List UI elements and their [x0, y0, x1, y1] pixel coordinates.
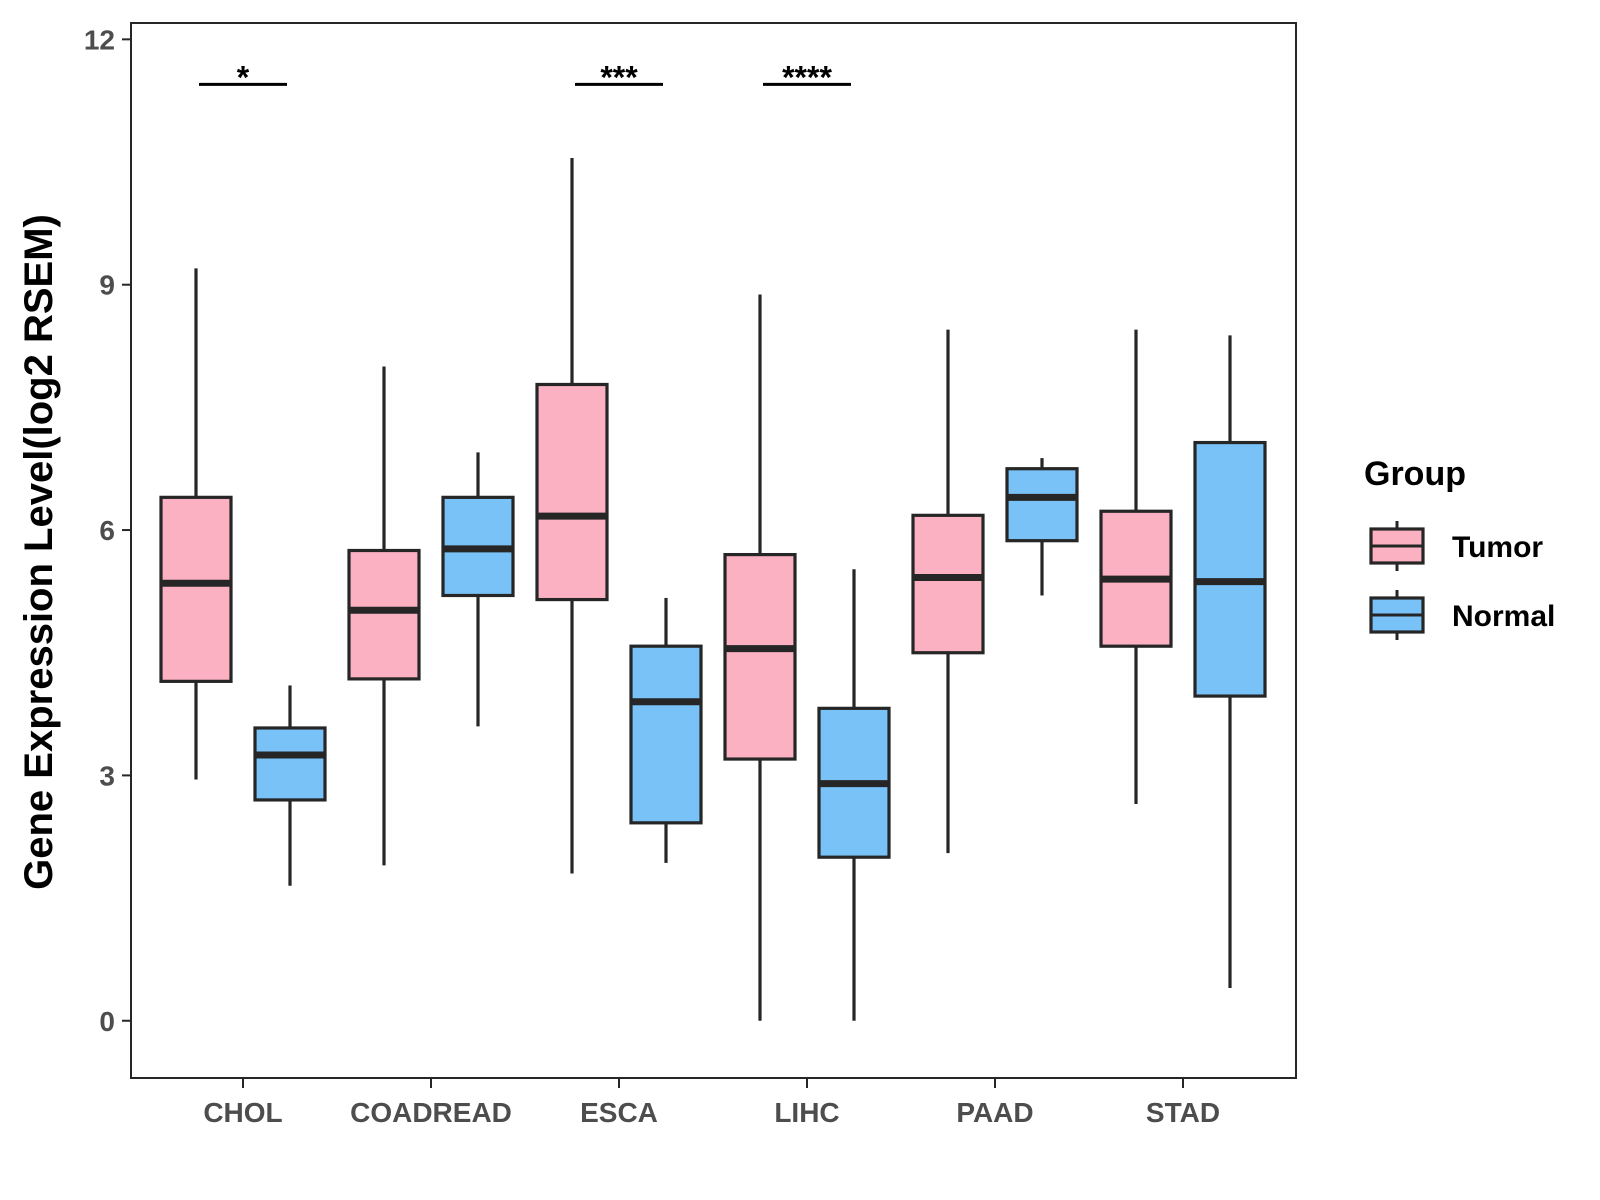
legend-key-normal [1369, 590, 1425, 640]
box-tumor-coadread [347, 366, 421, 866]
box-normal-chol [253, 685, 327, 886]
box-iqr [253, 726, 327, 802]
box-tumor-lihc [723, 294, 797, 1021]
box-iqr [159, 495, 233, 683]
box-iqr [347, 548, 421, 681]
x-tick-label: STAD [1146, 1097, 1220, 1128]
legend: Group Tumor Normal [1364, 455, 1555, 640]
significance-label: * [237, 59, 250, 95]
box-iqr [911, 513, 985, 655]
significance-label: **** [782, 59, 832, 95]
box-iqr [535, 382, 609, 602]
x-tick-label: COADREAD [350, 1097, 512, 1128]
x-tick-label: LIHC [774, 1097, 839, 1128]
y-axis-title: Gene Expression Level(log2 RSEM) [17, 214, 61, 890]
box-tumor-paad [911, 329, 985, 854]
box-normal-coadread [441, 452, 515, 727]
y-tick-label: 12 [84, 24, 115, 55]
y-axis: 0 3 6 9 12 [84, 24, 131, 1037]
box-tumor-chol [159, 268, 233, 780]
significance-label: *** [600, 59, 638, 95]
legend-key-tumor [1369, 521, 1425, 571]
box-iqr [629, 644, 703, 825]
x-tick-label: PAAD [956, 1097, 1033, 1128]
legend-label-normal: Normal [1452, 600, 1555, 633]
box-normal-lihc [817, 569, 891, 1021]
boxes [159, 157, 1267, 1021]
box-iqr [1193, 440, 1267, 698]
box-iqr [723, 552, 797, 761]
y-tick-label: 6 [99, 515, 115, 546]
y-tick-label: 9 [99, 270, 115, 301]
significance-annotations: * *** **** [199, 59, 851, 95]
box-normal-paad [1005, 458, 1079, 596]
legend-label-tumor: Tumor [1452, 531, 1543, 564]
y-tick-label: 3 [99, 760, 115, 791]
box-normal-esca [629, 597, 703, 863]
box-normal-stad [1193, 335, 1267, 989]
box-tumor-stad [1099, 329, 1173, 805]
box-iqr [1005, 467, 1079, 543]
box-tumor-esca [535, 157, 609, 874]
x-tick-label: CHOL [203, 1097, 282, 1128]
y-tick-label: 0 [99, 1006, 115, 1037]
x-tick-label: ESCA [580, 1097, 658, 1128]
legend-title: Group [1364, 455, 1466, 493]
x-axis: CHOL COADREAD ESCA LIHC PAAD STAD [203, 1078, 1220, 1128]
